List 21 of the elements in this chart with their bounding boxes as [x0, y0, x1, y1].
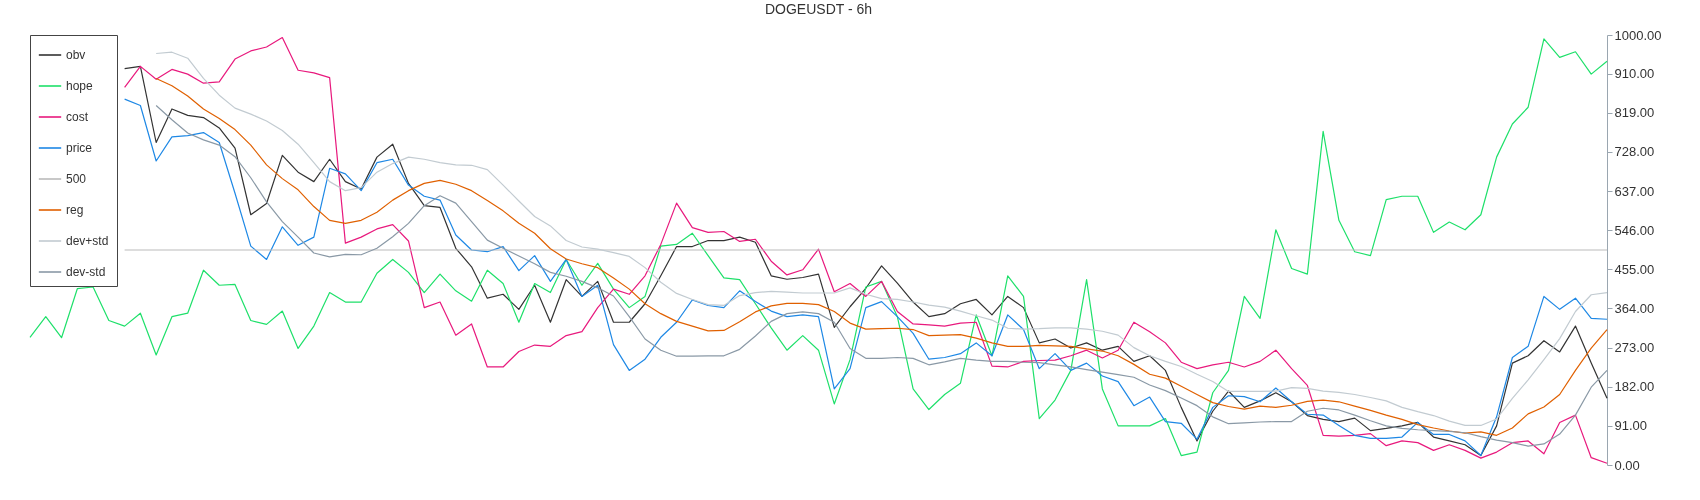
y-tick-label: 728.00: [1614, 144, 1655, 160]
y-tick-label: 273.00: [1614, 340, 1655, 356]
y-tick-label: 1000.00: [1614, 27, 1662, 43]
legend-label: dev-std: [66, 265, 106, 279]
legend-label: dev+std: [66, 234, 109, 248]
y-tick-label: 364.00: [1614, 300, 1655, 316]
y-tick-label: 91.00: [1614, 418, 1648, 434]
y-tick-label: 637.00: [1614, 183, 1655, 199]
legend-label: 500: [66, 172, 87, 186]
legend-label: obv: [66, 48, 86, 62]
legend-label: cost: [66, 110, 89, 124]
chart-title: DOGEUSDT - 6h: [764, 1, 873, 17]
legend-label: hope: [66, 79, 94, 93]
y-tick-label: 455.00: [1614, 261, 1655, 277]
legend-label: reg: [66, 203, 84, 217]
y-tick-label: 546.00: [1614, 222, 1655, 238]
y-tick-label: 0.00: [1614, 457, 1640, 473]
y-tick-label: 910.00: [1614, 66, 1655, 82]
y-tick-label: 819.00: [1614, 105, 1655, 121]
legend-label: price: [66, 141, 93, 155]
y-tick-label: 182.00: [1614, 379, 1655, 395]
